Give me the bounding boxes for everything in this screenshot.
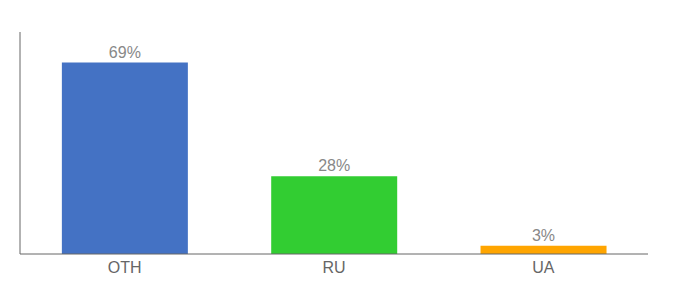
svg-text:RU: RU [322, 259, 345, 276]
svg-text:UA: UA [532, 259, 555, 276]
svg-text:3%: 3% [532, 227, 555, 244]
svg-text:OTH: OTH [108, 259, 142, 276]
svg-text:28%: 28% [318, 157, 350, 174]
svg-text:69%: 69% [109, 44, 141, 61]
